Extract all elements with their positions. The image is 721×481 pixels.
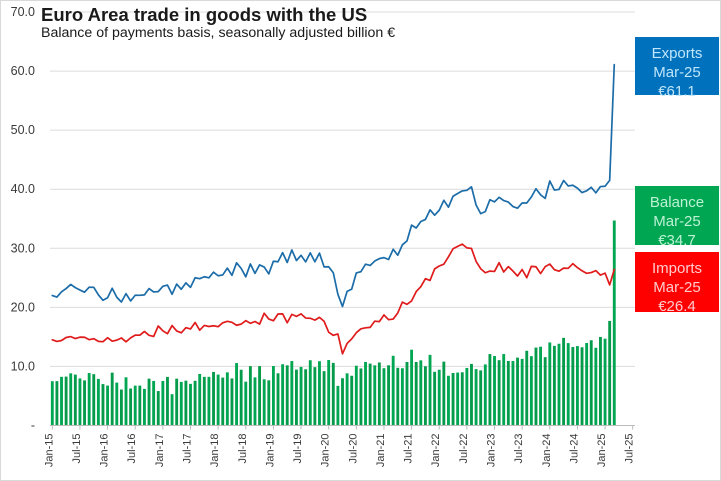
svg-text:Jan-19: Jan-19 <box>264 434 276 468</box>
svg-text:Jan-15: Jan-15 <box>43 434 55 468</box>
svg-text:Jan-22: Jan-22 <box>430 434 442 468</box>
svg-text:Jul-15: Jul-15 <box>71 434 83 464</box>
svg-text:Jul-18: Jul-18 <box>237 434 249 464</box>
svg-text:Jul-23: Jul-23 <box>513 434 525 464</box>
svg-text:40.0: 40.0 <box>11 182 35 196</box>
svg-text:Jan-24: Jan-24 <box>541 434 553 468</box>
svg-text:60.0: 60.0 <box>11 64 35 78</box>
svg-text:Jan-25: Jan-25 <box>596 434 608 468</box>
svg-text:-: - <box>31 419 35 433</box>
svg-text:Jan-17: Jan-17 <box>154 434 166 468</box>
svg-text:Jan-20: Jan-20 <box>320 434 332 468</box>
svg-text:Jan-23: Jan-23 <box>486 434 498 468</box>
svg-text:Jul-22: Jul-22 <box>458 434 470 464</box>
svg-text:Jul-20: Jul-20 <box>347 434 359 464</box>
svg-text:Jan-16: Jan-16 <box>99 434 111 468</box>
svg-text:Jul-19: Jul-19 <box>292 434 304 464</box>
svg-text:Jul-25: Jul-25 <box>624 434 636 464</box>
svg-text:70.0: 70.0 <box>11 5 35 19</box>
svg-text:Jul-16: Jul-16 <box>126 434 138 464</box>
svg-text:Jan-21: Jan-21 <box>375 434 387 468</box>
svg-text:Jul-17: Jul-17 <box>181 434 193 464</box>
svg-text:Jul-21: Jul-21 <box>403 434 415 464</box>
svg-text:30.0: 30.0 <box>11 241 35 255</box>
svg-text:Jan-18: Jan-18 <box>209 434 221 468</box>
svg-text:Jul-24: Jul-24 <box>568 434 580 464</box>
svg-text:50.0: 50.0 <box>11 123 35 137</box>
svg-text:10.0: 10.0 <box>11 359 35 373</box>
svg-text:20.0: 20.0 <box>11 300 35 314</box>
